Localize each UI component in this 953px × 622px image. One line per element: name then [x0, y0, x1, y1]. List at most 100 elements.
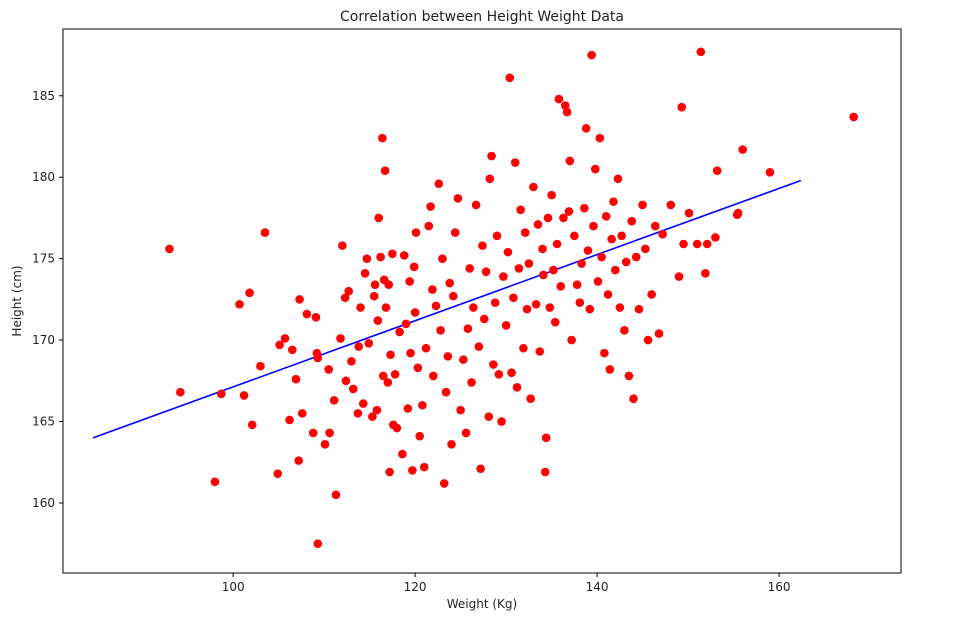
- data-point: [570, 231, 579, 241]
- data-point: [456, 405, 465, 415]
- data-point: [552, 239, 562, 249]
- data-point: [436, 326, 445, 335]
- data-point: [426, 202, 435, 211]
- data-point: [522, 304, 532, 314]
- data-point: [539, 270, 548, 280]
- x-tick-label: 160: [768, 580, 791, 594]
- data-point: [559, 213, 568, 223]
- axes-frame: [62, 28, 902, 574]
- data-point: [497, 417, 506, 426]
- x-axis-label: Weight (Kg): [447, 597, 517, 611]
- data-point: [421, 343, 431, 353]
- data-point: [520, 228, 530, 237]
- data-point: [285, 415, 294, 425]
- data-point: [381, 303, 391, 312]
- data-point: [411, 228, 421, 237]
- data-point: [368, 412, 377, 421]
- data-point: [369, 291, 379, 301]
- data-point: [474, 342, 484, 351]
- data-point: [658, 229, 667, 239]
- data-point: [308, 428, 318, 438]
- data-point: [627, 216, 636, 226]
- data-point: [538, 244, 547, 254]
- data-point: [406, 348, 415, 358]
- data-point: [505, 73, 515, 83]
- data-point: [620, 326, 629, 335]
- data-point: [239, 391, 249, 400]
- data-point: [692, 239, 702, 249]
- data-point: [370, 280, 380, 290]
- data-point: [583, 246, 593, 255]
- data-point: [634, 304, 644, 314]
- data-point: [287, 345, 297, 355]
- data-point: [666, 200, 676, 210]
- y-axis-label: Height (cm): [10, 265, 24, 336]
- data-point: [373, 316, 383, 325]
- data-point: [434, 179, 444, 189]
- data-point: [465, 264, 475, 273]
- data-point: [441, 387, 451, 397]
- data-point: [445, 278, 454, 288]
- data-point: [386, 350, 395, 360]
- data-point: [294, 456, 303, 465]
- data-point: [647, 290, 656, 299]
- data-point: [295, 295, 304, 304]
- data-point: [311, 312, 321, 322]
- data-point: [273, 469, 283, 478]
- data-point: [580, 203, 589, 213]
- data-point: [408, 466, 417, 475]
- data-point: [324, 365, 333, 374]
- data-point: [564, 207, 574, 216]
- data-point: [641, 244, 650, 254]
- data-point: [358, 399, 368, 408]
- x-tick-label: 140: [586, 580, 609, 594]
- data-point: [587, 50, 596, 60]
- data-point: [490, 298, 500, 307]
- data-point: [585, 304, 595, 314]
- data-point: [217, 389, 226, 399]
- data-point: [245, 288, 254, 298]
- data-point: [562, 107, 572, 117]
- data-point: [378, 133, 387, 143]
- data-point: [701, 269, 710, 278]
- data-point: [605, 365, 615, 374]
- data-point: [336, 334, 345, 343]
- data-point: [617, 231, 626, 241]
- data-point: [347, 356, 356, 366]
- y-tick-label: 160: [32, 496, 55, 510]
- data-point: [510, 158, 520, 167]
- data-point: [543, 213, 553, 223]
- data-point: [302, 309, 312, 319]
- data-point: [329, 396, 339, 405]
- data-point: [684, 208, 694, 218]
- data-point: [415, 431, 424, 441]
- data-point: [501, 321, 511, 330]
- data-point: [419, 462, 429, 472]
- data-point: [424, 221, 434, 231]
- data-point: [405, 277, 414, 286]
- data-point: [519, 343, 528, 353]
- data-point: [643, 335, 653, 345]
- data-point: [376, 252, 385, 262]
- data-point: [610, 265, 620, 275]
- data-point: [354, 342, 364, 351]
- data-point: [549, 265, 558, 275]
- data-point: [280, 334, 290, 343]
- data-point: [176, 387, 185, 397]
- data-point: [439, 479, 449, 488]
- data-point: [531, 299, 541, 309]
- data-point: [674, 272, 684, 281]
- data-point: [392, 423, 402, 433]
- data-point: [499, 272, 508, 281]
- data-point: [344, 286, 354, 296]
- y-tick-label: 165: [32, 415, 55, 429]
- data-point: [590, 164, 600, 174]
- data-point: [702, 239, 712, 249]
- data-point: [601, 212, 611, 221]
- data-point: [331, 490, 341, 500]
- data-point: [453, 194, 463, 203]
- data-point: [399, 251, 409, 260]
- data-point: [509, 293, 518, 303]
- data-point: [696, 47, 706, 57]
- data-point: [533, 220, 543, 229]
